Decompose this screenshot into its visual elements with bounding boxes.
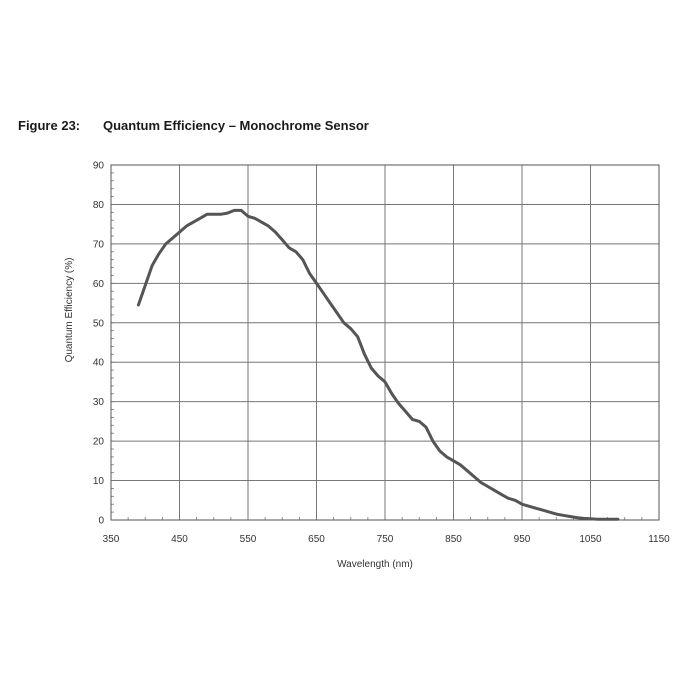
figure-caption: Figure 23: Quantum Efficiency – Monochrom… (18, 118, 369, 133)
x-tick-label: 1050 (579, 534, 602, 545)
x-tick-label: 850 (445, 534, 462, 545)
x-tick-label: 450 (171, 534, 188, 545)
y-tick-label: 40 (93, 358, 105, 369)
x-axis-title: Wavelength (nm) (337, 559, 413, 570)
y-tick-label: 50 (93, 318, 105, 329)
y-tick-labels: 0 10 20 30 40 50 60 70 80 90 (93, 161, 105, 527)
plot-border (110, 164, 660, 521)
y-tick-label: 10 (93, 476, 105, 487)
y-tick-label: 30 (93, 397, 105, 408)
figure-title: Quantum Efficiency – Monochrome Sensor (103, 118, 369, 133)
y-tick-label: 90 (93, 161, 105, 172)
y-tick-label: 70 (93, 239, 105, 250)
series-group (136, 208, 620, 521)
qe-series-line (136, 208, 620, 521)
x-tick-label: 950 (514, 534, 531, 545)
y-tick-label: 0 (98, 516, 104, 527)
figure-number: Figure 23: (18, 118, 81, 133)
x-tick-labels: 350 450 550 650 750 850 950 1050 1150 (103, 534, 671, 545)
y-tick-label: 60 (93, 279, 105, 290)
x-tick-label: 650 (308, 534, 325, 545)
x-tick-label: 1150 (648, 534, 670, 545)
y-tick-label: 20 (93, 437, 105, 448)
y-axis-title: Quantum Efficiency (%) (64, 258, 75, 363)
x-tick-label: 550 (240, 534, 257, 545)
x-tick-label: 350 (103, 534, 120, 545)
y-tick-label: 80 (93, 200, 105, 211)
x-tick-label: 750 (377, 534, 394, 545)
